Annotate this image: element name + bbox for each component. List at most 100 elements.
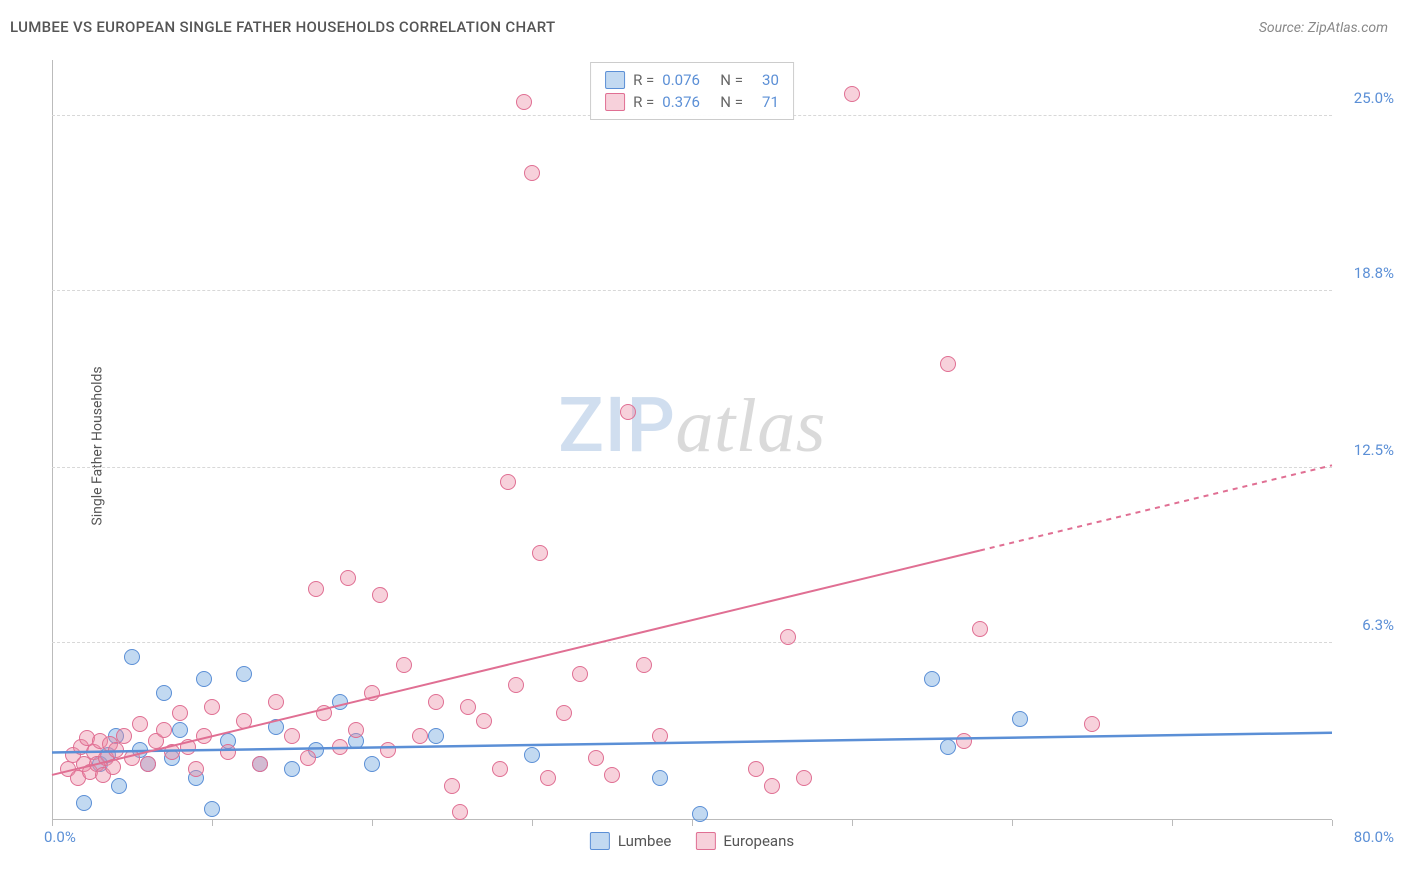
legend-swatch — [605, 71, 625, 89]
scatter-point — [428, 728, 444, 744]
scatter-point — [340, 570, 356, 586]
x-tick — [372, 820, 373, 826]
legend-item: Europeans — [695, 832, 794, 850]
y-tick-label: 25.0% — [1354, 89, 1394, 107]
scatter-point — [105, 759, 121, 775]
scatter-point — [196, 728, 212, 744]
scatter-point — [156, 722, 172, 738]
legend-label: Lumbee — [618, 832, 672, 850]
legend-swatch — [590, 832, 610, 850]
stat-r-label: R = — [633, 71, 654, 89]
scatter-point — [364, 756, 380, 772]
stat-r-value: 0.376 — [662, 93, 712, 111]
scatter-point — [620, 404, 636, 420]
x-tick — [212, 820, 213, 826]
scatter-point — [492, 761, 508, 777]
scatter-point — [604, 767, 620, 783]
chart-title: LUMBEE VS EUROPEAN SINGLE FATHER HOUSEHO… — [10, 18, 555, 36]
x-tick — [1332, 820, 1333, 826]
x-tick — [532, 820, 533, 826]
scatter-point — [956, 733, 972, 749]
scatter-point — [140, 756, 156, 772]
scatter-point — [572, 666, 588, 682]
x-tick — [852, 820, 853, 826]
scatter-point — [180, 739, 196, 755]
x-tick — [1012, 820, 1013, 826]
scatter-point — [588, 750, 604, 766]
scatter-point — [76, 795, 92, 811]
scatter-point — [284, 761, 300, 777]
scatter-point — [108, 742, 124, 758]
scatter-point — [652, 770, 668, 786]
scatter-point — [236, 666, 252, 682]
x-tick — [1172, 820, 1173, 826]
scatter-point — [412, 728, 428, 744]
legend-stats-row: R = 0.376 N = 71 — [605, 91, 779, 113]
scatter-point — [284, 728, 300, 744]
stat-r-label: R = — [633, 93, 654, 111]
grid-line — [52, 642, 1332, 643]
scatter-point — [111, 778, 127, 794]
trend-lines — [52, 60, 1332, 820]
legend-stats-box: R = 0.076 N = 30 R = 0.376 N = 71 — [590, 62, 794, 120]
y-tick-label: 12.5% — [1354, 441, 1394, 459]
scatter-point — [204, 801, 220, 817]
scatter-point — [172, 705, 188, 721]
legend-swatch — [605, 93, 625, 111]
scatter-point — [196, 671, 212, 687]
legend-item: Lumbee — [590, 832, 672, 850]
stat-n-label: N = — [720, 93, 743, 111]
scatter-point — [132, 716, 148, 732]
scatter-point — [300, 750, 316, 766]
grid-line — [52, 467, 1332, 468]
scatter-point — [796, 770, 812, 786]
plot-area: ZIPatlas 6.3%12.5%18.8%25.0% 0.0% 80.0% … — [52, 60, 1332, 820]
scatter-point — [204, 699, 220, 715]
legend-label: Europeans — [723, 832, 794, 850]
scatter-point — [924, 671, 940, 687]
scatter-point — [508, 677, 524, 693]
scatter-point — [428, 694, 444, 710]
scatter-point — [308, 581, 324, 597]
scatter-point — [476, 713, 492, 729]
legend-stats-row: R = 0.076 N = 30 — [605, 69, 779, 91]
legend-swatch — [695, 832, 715, 850]
scatter-point — [1084, 716, 1100, 732]
scatter-point — [972, 621, 988, 637]
scatter-point — [316, 705, 332, 721]
stat-r-value: 0.076 — [662, 71, 712, 89]
scatter-point — [268, 719, 284, 735]
y-tick-label: 18.8% — [1354, 264, 1394, 282]
scatter-point — [636, 657, 652, 673]
stat-n-label: N = — [720, 71, 743, 89]
y-axis-line — [52, 60, 53, 820]
scatter-point — [164, 744, 180, 760]
scatter-point — [500, 474, 516, 490]
scatter-point — [516, 94, 532, 110]
scatter-point — [332, 739, 348, 755]
scatter-point — [236, 713, 252, 729]
watermark-zip: ZIP — [558, 380, 675, 470]
scatter-point — [460, 699, 476, 715]
x-axis-max-label: 80.0% — [1354, 828, 1394, 846]
y-tick-label: 6.3% — [1362, 616, 1394, 634]
stat-n-value: 71 — [751, 93, 779, 111]
scatter-point — [652, 728, 668, 744]
scatter-point — [396, 657, 412, 673]
scatter-point — [156, 685, 172, 701]
bottom-legend: Lumbee Europeans — [590, 832, 794, 850]
scatter-point — [524, 747, 540, 763]
scatter-point — [764, 778, 780, 794]
scatter-point — [524, 165, 540, 181]
scatter-point — [444, 778, 460, 794]
x-tick — [52, 820, 53, 826]
scatter-point — [540, 770, 556, 786]
stat-n-value: 30 — [751, 71, 779, 89]
scatter-point — [124, 649, 140, 665]
scatter-point — [452, 804, 468, 820]
scatter-point — [844, 86, 860, 102]
watermark: ZIPatlas — [558, 380, 826, 470]
scatter-point — [940, 356, 956, 372]
scatter-point — [692, 806, 708, 822]
scatter-point — [220, 744, 236, 760]
